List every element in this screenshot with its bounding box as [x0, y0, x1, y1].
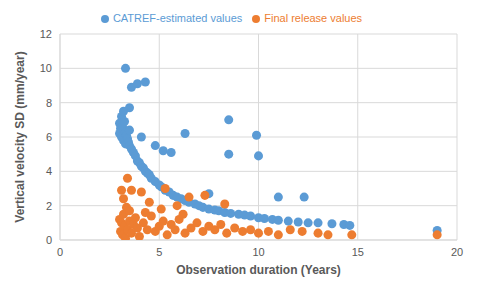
svg-text:0: 0 — [46, 234, 52, 246]
svg-text:10: 10 — [252, 246, 264, 258]
svg-text:4: 4 — [46, 165, 52, 177]
svg-text:2: 2 — [46, 200, 52, 212]
svg-text:15: 15 — [352, 246, 364, 258]
svg-text:0: 0 — [57, 246, 63, 258]
svg-text:12: 12 — [40, 28, 52, 40]
svg-text:5: 5 — [156, 246, 162, 258]
svg-text:Observation duration (Years): Observation duration (Years) — [176, 263, 341, 277]
svg-text:Vertical velocity SD (mm/year): Vertical velocity SD (mm/year) — [13, 51, 27, 222]
svg-text:6: 6 — [46, 131, 52, 143]
svg-text:8: 8 — [46, 97, 52, 109]
html-text:Final release values: Final release values — [264, 12, 363, 24]
html-text:CATREF-estimated values: CATREF-estimated values — [112, 12, 243, 24]
svg-text:10: 10 — [40, 62, 52, 74]
svg-text:20: 20 — [451, 246, 463, 258]
